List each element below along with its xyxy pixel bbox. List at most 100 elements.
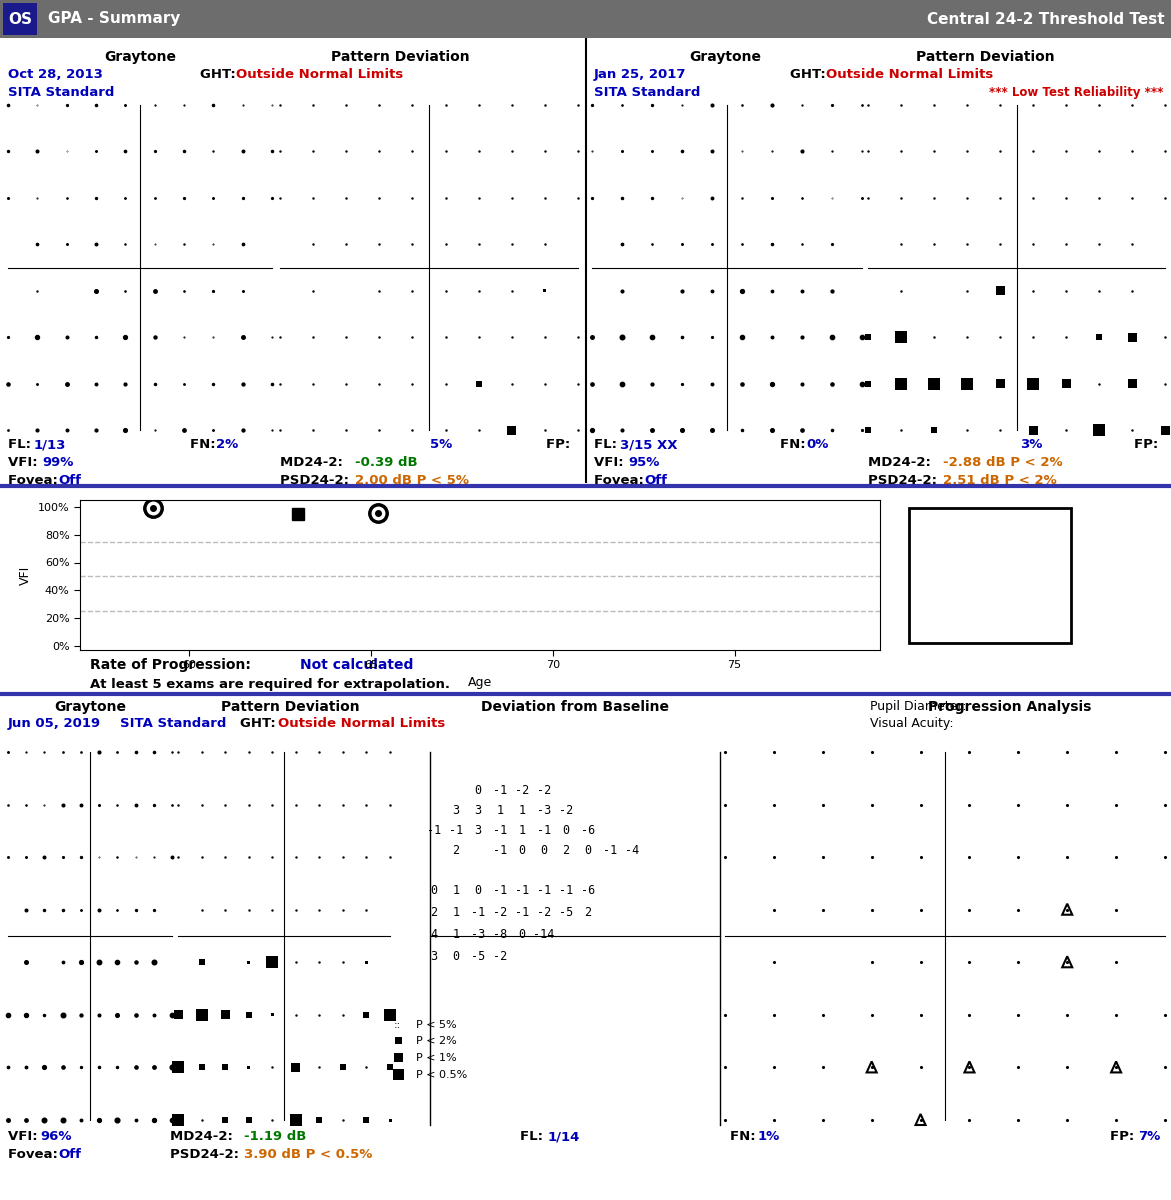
Text: Pattern Deviation: Pattern Deviation	[916, 50, 1054, 64]
Text: -1: -1	[493, 784, 507, 797]
Text: FP:: FP:	[1110, 1130, 1139, 1142]
Text: SITA Standard: SITA Standard	[8, 86, 115, 98]
Text: P < 0.5%: P < 0.5%	[416, 1070, 467, 1080]
Bar	[266, 956, 279, 968]
Text: Graytone: Graytone	[54, 700, 126, 714]
Bar	[0, 0, 1171, 38]
Bar	[995, 287, 1005, 295]
Text: -1: -1	[493, 883, 507, 896]
Text: Off: Off	[59, 474, 81, 487]
Text: 99%: 99%	[42, 456, 74, 469]
Text: -1: -1	[603, 844, 617, 857]
Text: VFI:: VFI:	[594, 456, 629, 469]
Text: VFI:: VFI:	[8, 456, 42, 469]
Text: -6: -6	[581, 823, 595, 836]
X-axis label: Age: Age	[468, 676, 492, 689]
Bar	[386, 1064, 393, 1070]
Bar	[393, 1054, 403, 1062]
Text: 3/15 XX: 3/15 XX	[619, 438, 678, 451]
Text: PSD24-2:: PSD24-2:	[868, 474, 941, 487]
Text: 1/14: 1/14	[548, 1130, 581, 1142]
Bar	[199, 1064, 205, 1070]
Text: FN:: FN:	[730, 1130, 760, 1142]
Text: OS: OS	[8, 12, 32, 26]
Text: 1: 1	[452, 928, 459, 941]
Text: Progression Analysis: Progression Analysis	[929, 700, 1091, 714]
Text: FN:: FN:	[190, 438, 220, 451]
Text: GHT:: GHT:	[790, 68, 830, 80]
Text: -14: -14	[533, 928, 555, 941]
Text: 2.00 dB P < 5%: 2.00 dB P < 5%	[355, 474, 470, 487]
Bar	[389, 1118, 391, 1122]
Text: FL:: FL:	[8, 438, 35, 451]
Bar	[365, 961, 368, 964]
Text: Fovea:: Fovea:	[8, 1148, 62, 1162]
Text: Fovea:: Fovea:	[8, 474, 62, 487]
Text: Fovea:: Fovea:	[594, 474, 649, 487]
Text: Graytone: Graytone	[104, 50, 176, 64]
Text: 5%: 5%	[430, 438, 452, 451]
Text: 0: 0	[474, 784, 481, 797]
Text: PSD24-2:: PSD24-2:	[280, 474, 354, 487]
Text: FP:: FP:	[546, 438, 575, 451]
Bar	[172, 1114, 184, 1126]
Text: MD24-2:: MD24-2:	[170, 1130, 238, 1142]
Text: SITA Standard: SITA Standard	[119, 716, 226, 730]
Text: VFI:: VFI:	[8, 1130, 42, 1142]
Text: P < 1%: P < 1%	[416, 1054, 457, 1063]
Text: -6: -6	[581, 883, 595, 896]
Text: FL:: FL:	[520, 1130, 548, 1142]
Bar	[1027, 378, 1039, 390]
Text: Graytone: Graytone	[689, 50, 761, 64]
Bar	[931, 427, 937, 433]
Bar	[246, 1117, 252, 1123]
Text: 3: 3	[452, 804, 459, 816]
Text: 1: 1	[452, 883, 459, 896]
Text: FP:: FP:	[1135, 438, 1163, 451]
Bar	[1028, 426, 1038, 434]
Bar	[363, 1117, 369, 1123]
Text: GHT:: GHT:	[240, 716, 280, 730]
Text: 2.51 dB P < 2%: 2.51 dB P < 2%	[943, 474, 1056, 487]
Text: -1: -1	[559, 883, 573, 896]
Bar	[271, 1013, 274, 1016]
Bar	[927, 378, 940, 390]
Text: Deviation from Baseline: Deviation from Baseline	[481, 700, 669, 714]
Text: -1: -1	[427, 823, 441, 836]
Text: 0: 0	[541, 844, 548, 857]
Bar	[395, 1037, 402, 1044]
Text: -2: -2	[559, 804, 573, 816]
Bar	[247, 961, 251, 964]
Text: 0: 0	[562, 823, 569, 836]
Bar	[1093, 424, 1105, 436]
Text: 2: 2	[431, 906, 438, 918]
Text: -2: -2	[493, 949, 507, 962]
Text: 0: 0	[519, 928, 526, 941]
Text: *** Low Test Reliability ***: *** Low Test Reliability ***	[988, 86, 1163, 98]
Bar	[865, 380, 871, 386]
Bar	[340, 1064, 345, 1070]
Text: 1: 1	[519, 804, 526, 816]
Bar	[1061, 379, 1070, 388]
Text: GHT:: GHT:	[200, 68, 240, 80]
Bar	[292, 1063, 300, 1072]
Text: -0.39 dB: -0.39 dB	[355, 456, 418, 469]
Bar	[1096, 334, 1102, 340]
Bar	[865, 334, 871, 340]
Text: MD24-2:: MD24-2:	[868, 456, 936, 469]
Text: P < 5%: P < 5%	[416, 1020, 457, 1030]
Text: P < 2%: P < 2%	[416, 1036, 457, 1046]
Text: Pattern Deviation: Pattern Deviation	[220, 700, 359, 714]
Text: 1: 1	[519, 823, 526, 836]
Text: -3: -3	[536, 804, 552, 816]
Text: FN:: FN:	[780, 438, 810, 451]
Bar	[199, 959, 205, 965]
Text: FL:: FL:	[594, 438, 622, 451]
Text: 0: 0	[474, 883, 481, 896]
Text: 0: 0	[452, 949, 459, 962]
Text: 0: 0	[519, 844, 526, 857]
Text: -2: -2	[536, 906, 552, 918]
Text: 7%: 7%	[1138, 1130, 1160, 1142]
Text: Off: Off	[59, 1148, 81, 1162]
Bar	[507, 426, 516, 434]
